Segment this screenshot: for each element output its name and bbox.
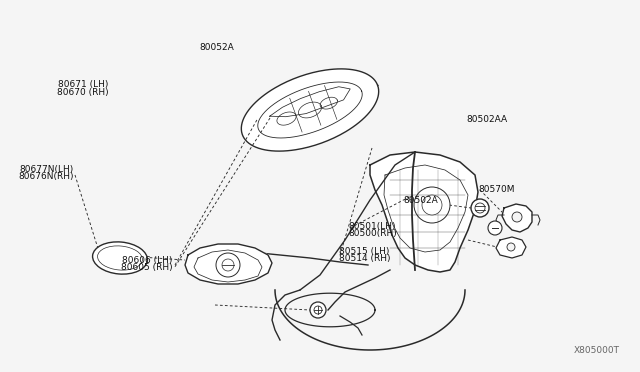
Ellipse shape [97,246,143,270]
Text: 80670 (RH): 80670 (RH) [57,88,109,97]
Circle shape [471,199,489,217]
Text: 80502AA: 80502AA [466,115,507,124]
Text: 80502A: 80502A [403,196,438,205]
Circle shape [222,259,234,271]
Text: 80606 (LH): 80606 (LH) [122,256,173,265]
Text: 80570M: 80570M [479,185,515,194]
Circle shape [475,203,485,213]
Circle shape [414,187,450,223]
Text: 80677N(LH): 80677N(LH) [19,165,74,174]
Text: 80671 (LH): 80671 (LH) [58,80,109,89]
Polygon shape [370,152,478,272]
Ellipse shape [93,242,147,274]
Text: 80514 (RH): 80514 (RH) [339,254,390,263]
Text: 80515 (LH): 80515 (LH) [339,247,390,256]
Circle shape [512,212,522,222]
Text: X805000T: X805000T [574,346,620,355]
Circle shape [216,253,240,277]
Polygon shape [502,204,532,232]
Polygon shape [185,244,272,284]
Circle shape [507,243,515,251]
Circle shape [488,221,502,235]
Text: 80500(RH): 80500(RH) [349,229,397,238]
Circle shape [314,306,322,314]
Text: 80605 (RH): 80605 (RH) [121,263,173,272]
Polygon shape [496,237,526,258]
Text: 80052A: 80052A [199,43,234,52]
Text: 80501(LH): 80501(LH) [349,222,396,231]
Polygon shape [241,69,379,151]
Circle shape [310,302,326,318]
Text: 80676N(RH): 80676N(RH) [18,172,74,181]
Circle shape [422,195,442,215]
